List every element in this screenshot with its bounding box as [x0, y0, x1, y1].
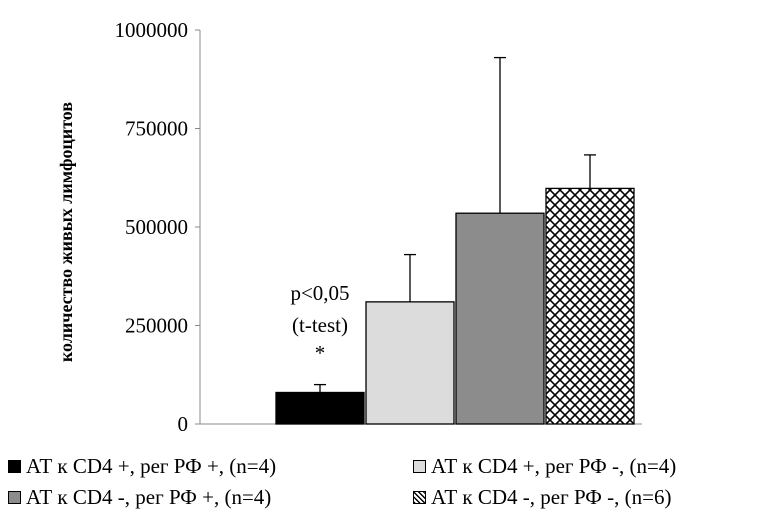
legend-label: АТ к CD4 +, рег РФ -, (n=4)	[431, 454, 677, 478]
legend-item: АТ к CD4 -, рег РФ +, (n=4)	[8, 485, 271, 510]
legend-item: АТ к CD4 +, рег РФ +, (n=4)	[8, 454, 276, 479]
annotation-text: (t-test)	[292, 313, 348, 337]
bar	[545, 187, 635, 425]
legend-item: АТ к CD4 -, рег РФ -, (n=6)	[413, 485, 671, 510]
legend: АТ к CD4 +, рег РФ +, (n=4) АТ к CD4 +, …	[8, 450, 774, 513]
bar	[365, 301, 455, 425]
legend-swatch	[413, 491, 426, 504]
legend-item: АТ к CD4 +, рег РФ -, (n=4)	[413, 454, 676, 479]
legend-swatch	[8, 491, 21, 504]
legend-label: АТ к CD4 -, рег РФ +, (n=4)	[26, 485, 272, 509]
bar	[455, 212, 545, 425]
legend-swatch	[413, 460, 426, 473]
y-tick-label: 0	[178, 412, 189, 436]
annotation-text: *	[315, 341, 326, 365]
annotation-text: p<0,05	[290, 281, 349, 305]
y-tick-label: 750000	[125, 117, 188, 141]
legend-swatch	[8, 460, 21, 473]
y-axis-label: количество живых лимфоцитов	[56, 102, 76, 362]
bar	[275, 391, 365, 425]
y-tick-label: 250000	[125, 314, 188, 338]
legend-label: АТ к CD4 -, рег РФ -, (n=6)	[431, 485, 672, 509]
y-tick-label: 500000	[125, 215, 188, 239]
bar-chart: 0 250000 500000 750000 1000000 количество жив…	[56, 18, 642, 436]
legend-label: АТ к CD4 +, рег РФ +, (n=4)	[26, 454, 277, 478]
y-tick-label: 1000000	[115, 18, 189, 42]
